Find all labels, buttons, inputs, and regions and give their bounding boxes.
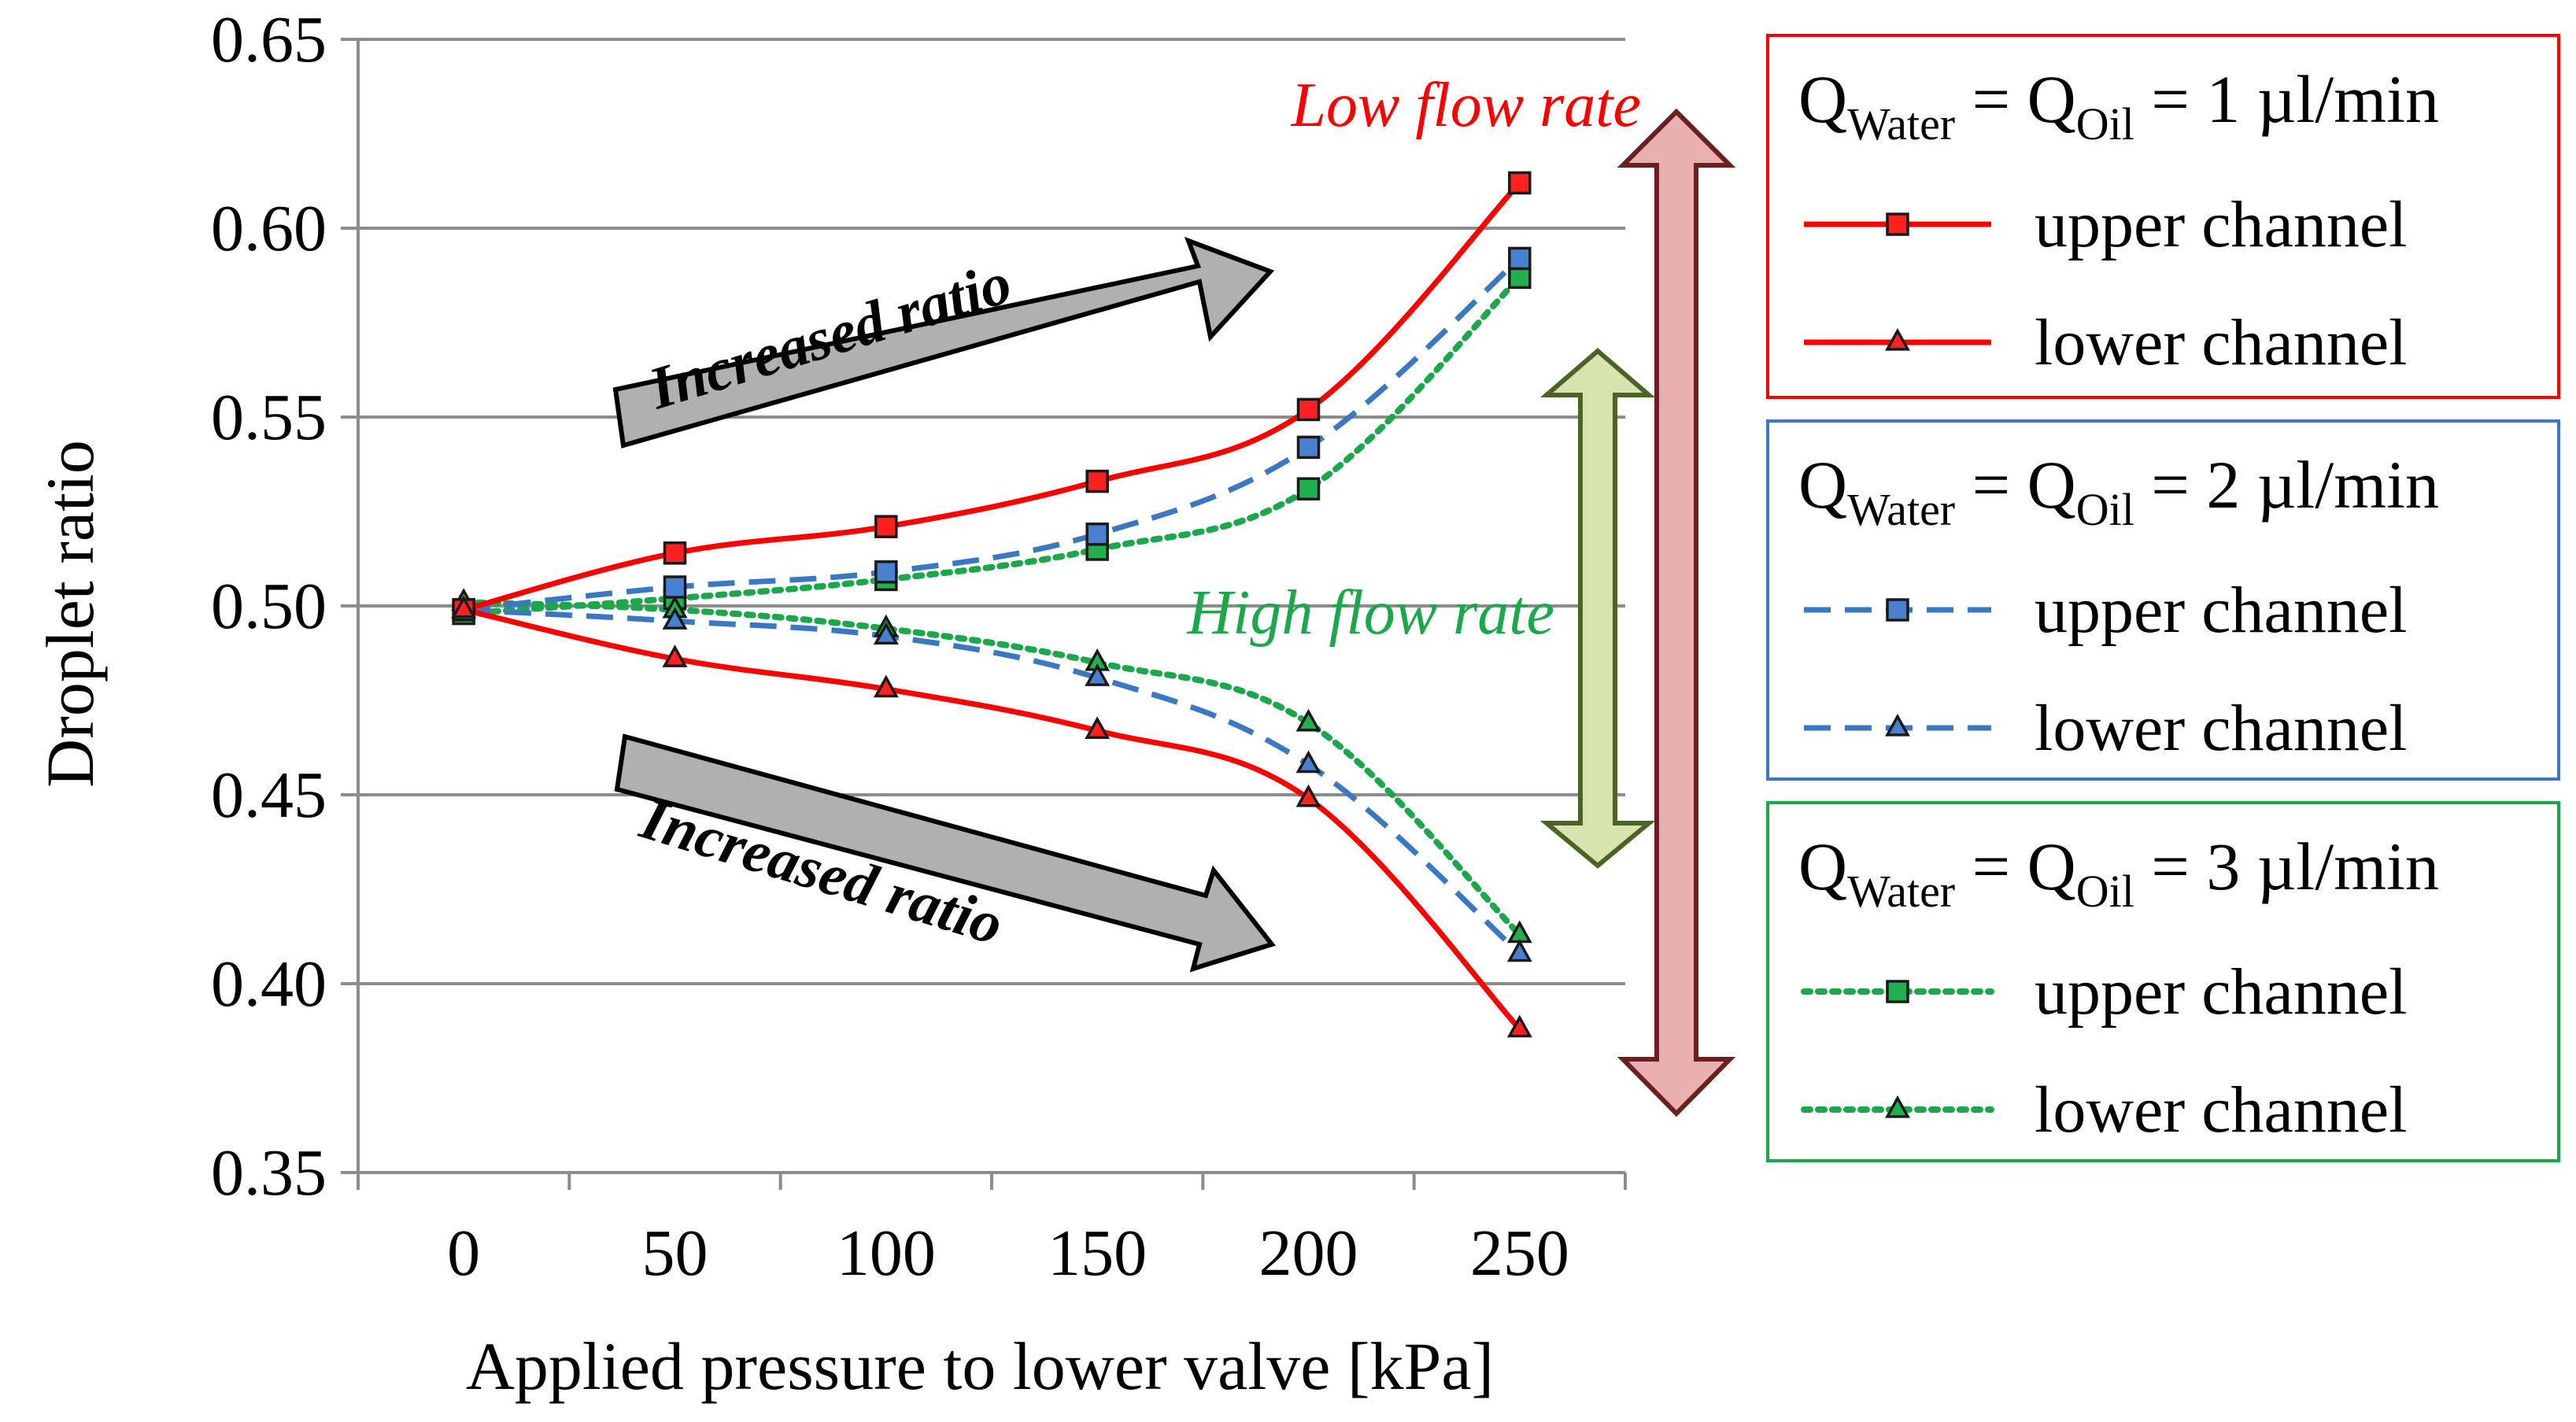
series-markers	[451, 171, 1532, 1038]
data-point-square	[1508, 265, 1532, 290]
series-line	[463, 607, 1522, 956]
x-tick-label: 150	[1048, 1217, 1147, 1290]
y-tick-label: 0.55	[211, 381, 327, 454]
x-tick-labels: 0 50 100 150 200 250	[447, 1217, 1569, 1290]
y-tick-label: 0.35	[211, 1136, 327, 1210]
legend-marker-square	[1886, 598, 1909, 622]
data-point-square	[1296, 397, 1321, 422]
high-flow-label: High flow rate	[1186, 578, 1554, 648]
low-flow-range-arrow	[1617, 108, 1736, 1117]
axes	[341, 38, 1627, 1190]
data-point-triangle	[873, 674, 899, 698]
data-point-triangle	[1085, 663, 1111, 686]
data-point-triangle	[662, 607, 688, 630]
increase-arrow-down-shape	[614, 733, 1277, 973]
data-point-triangle	[1506, 939, 1532, 962]
legend-group: QWater = QOil = 3 µl/min upper channel low…	[1766, 801, 2560, 1162]
x-tick-label: 50	[642, 1217, 708, 1290]
high-flow-range-arrow	[1539, 348, 1656, 869]
series-line	[463, 181, 1522, 613]
legend-item-label: lower channel	[2035, 306, 2407, 379]
series-line	[460, 599, 1523, 938]
increase-arrow-up-shape	[612, 236, 1275, 449]
y-axis-label: Droplet ratio	[32, 440, 108, 788]
data-point-square	[874, 515, 898, 538]
legend-marker-triangle	[1885, 713, 1910, 737]
data-point-triangle	[1085, 716, 1111, 740]
legend-group: QWater = QOil = 1 µl/min upper channel low…	[1766, 34, 2560, 399]
data-point-triangle	[662, 645, 688, 667]
x-tick-label: 0	[447, 1217, 480, 1290]
legend: QWater = QOil = 1 µl/min upper channel low…	[1766, 34, 2560, 1162]
y-tick-label: 0.65	[211, 3, 327, 76]
legend-item-label: upper channel	[2035, 574, 2407, 647]
series-line	[463, 256, 1522, 613]
x-tick-label: 100	[837, 1217, 936, 1290]
data-point-square	[874, 560, 898, 584]
y-tick-label: 0.60	[211, 192, 327, 265]
data-point-triangle	[873, 622, 899, 645]
y-tick-label: 0.50	[211, 570, 327, 643]
legend-item-label: upper channel	[2035, 955, 2407, 1029]
data-point-triangle	[1295, 708, 1321, 732]
data-point-square	[1296, 477, 1321, 500]
series-lines	[460, 181, 1523, 1031]
data-point-triangle	[1295, 784, 1321, 807]
legend-marker-triangle	[1885, 327, 1910, 351]
data-point-square	[1508, 171, 1532, 195]
series-line	[463, 607, 1522, 1031]
legend-group: QWater = QOil = 2 µl/min upper channel low…	[1766, 419, 2560, 781]
legend-title: QWater = QOil = 1 µl/min	[1798, 61, 2439, 150]
data-point-square	[1085, 469, 1109, 493]
legend-item-label: upper channel	[2035, 188, 2407, 261]
legend-title: QWater = QOil = 2 µl/min	[1798, 447, 2439, 535]
y-tick-label: 0.45	[211, 759, 327, 832]
increase-arrow-up: Increased ratio	[612, 236, 1275, 449]
y-tick-label: 0.40	[211, 947, 327, 1021]
data-point-square	[663, 541, 687, 565]
legend-item-label: lower channel	[2035, 1073, 2407, 1147]
x-tick-label: 250	[1470, 1217, 1569, 1290]
legend-marker-triangle	[1885, 1095, 1910, 1118]
data-point-triangle	[1295, 750, 1321, 774]
y-tick-labels: 0.35 0.40 0.45 0.50 0.55 0.60 0.65	[211, 3, 327, 1210]
low-flow-label: Low flow rate	[1290, 71, 1641, 140]
increase-arrow-down: Increased ratio	[614, 733, 1277, 973]
series-line	[460, 274, 1523, 617]
legend-item-label: lower channel	[2035, 692, 2407, 765]
legend-marker-square	[1886, 980, 1909, 1003]
x-tick-label: 200	[1259, 1217, 1358, 1290]
data-point-square	[1085, 523, 1109, 546]
data-point-square	[1508, 246, 1532, 271]
x-axis-label: Applied pressure to lower valve [kPa]	[466, 1328, 1494, 1404]
data-point-triangle	[1506, 1014, 1532, 1038]
legend-title: QWater = QOil = 3 µl/min	[1798, 829, 2439, 917]
data-point-square	[1296, 435, 1321, 460]
legend-marker-square	[1886, 212, 1909, 236]
data-point-square	[663, 575, 687, 599]
data-point-triangle	[451, 595, 477, 619]
